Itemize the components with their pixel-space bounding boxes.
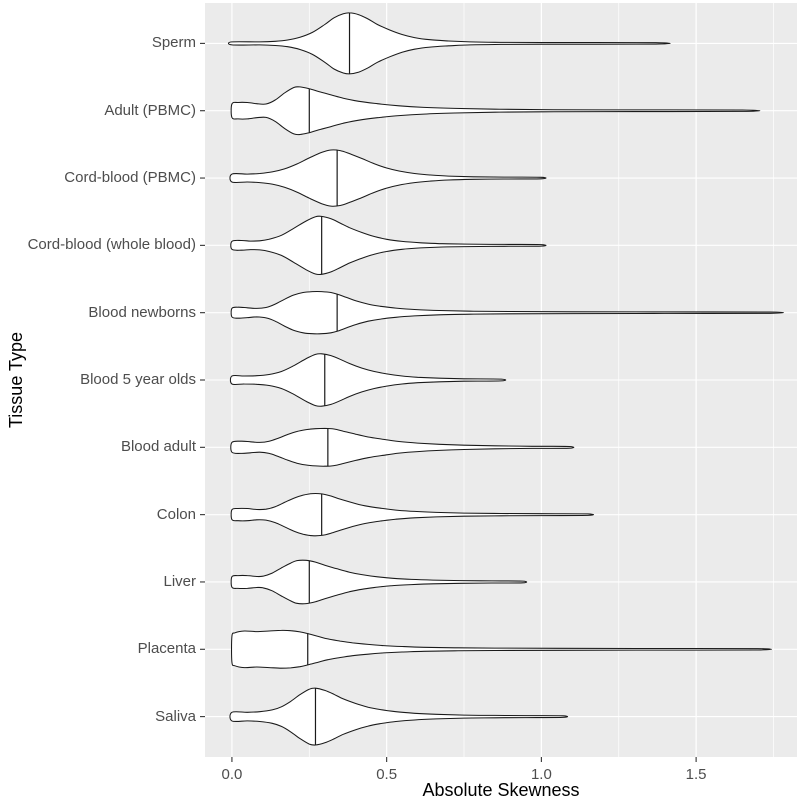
y-axis-label-saliva: Saliva bbox=[155, 707, 196, 725]
y-axis-label-blood-5-year-olds: Blood 5 year olds bbox=[80, 371, 196, 388]
violin-adult-pbmc bbox=[230, 86, 761, 136]
x-axis-tick-label-1.0: 1.0 bbox=[530, 766, 552, 783]
y-axis-label-liver: Liver bbox=[163, 572, 196, 590]
x-axis-tick-label-0.0: 0.0 bbox=[221, 766, 243, 783]
violin-sperm bbox=[227, 12, 671, 75]
y-axis-label-placenta: Placenta bbox=[137, 640, 196, 658]
violin-blood-newborns bbox=[230, 291, 785, 335]
y-axis-title: Tissue Type bbox=[6, 331, 26, 429]
violin-blood-5-year-olds bbox=[229, 353, 507, 407]
y-axis-label-colon: Colon bbox=[156, 505, 196, 523]
violin-liver bbox=[230, 559, 528, 605]
violin-cord-blood-pbmc bbox=[229, 149, 547, 207]
y-axis-label-cord-blood-whole-blood: Cord-blood (whole blood) bbox=[27, 236, 196, 254]
x-axis-title: Absolute Skewness bbox=[422, 780, 580, 800]
y-axis-label-sperm: Sperm bbox=[151, 34, 196, 52]
y-axis-label-adult-pbmc: Adult (PBMC) bbox=[104, 101, 196, 119]
x-axis-tick-label-0.5: 0.5 bbox=[376, 766, 398, 783]
violin-cord-blood-whole-blood bbox=[230, 215, 547, 276]
violin-placenta bbox=[231, 629, 773, 669]
y-axis-label-blood-newborns: Blood newborns bbox=[88, 303, 196, 321]
x-axis-tick-label-1.5: 1.5 bbox=[685, 766, 707, 783]
y-axis-label-blood-adult: Blood adult bbox=[120, 438, 196, 456]
violin-saliva bbox=[229, 687, 569, 746]
violin-blood-adult bbox=[230, 427, 575, 467]
y-axis-label-cord-blood-pbmc: Cord-blood (PBMC) bbox=[64, 169, 196, 187]
